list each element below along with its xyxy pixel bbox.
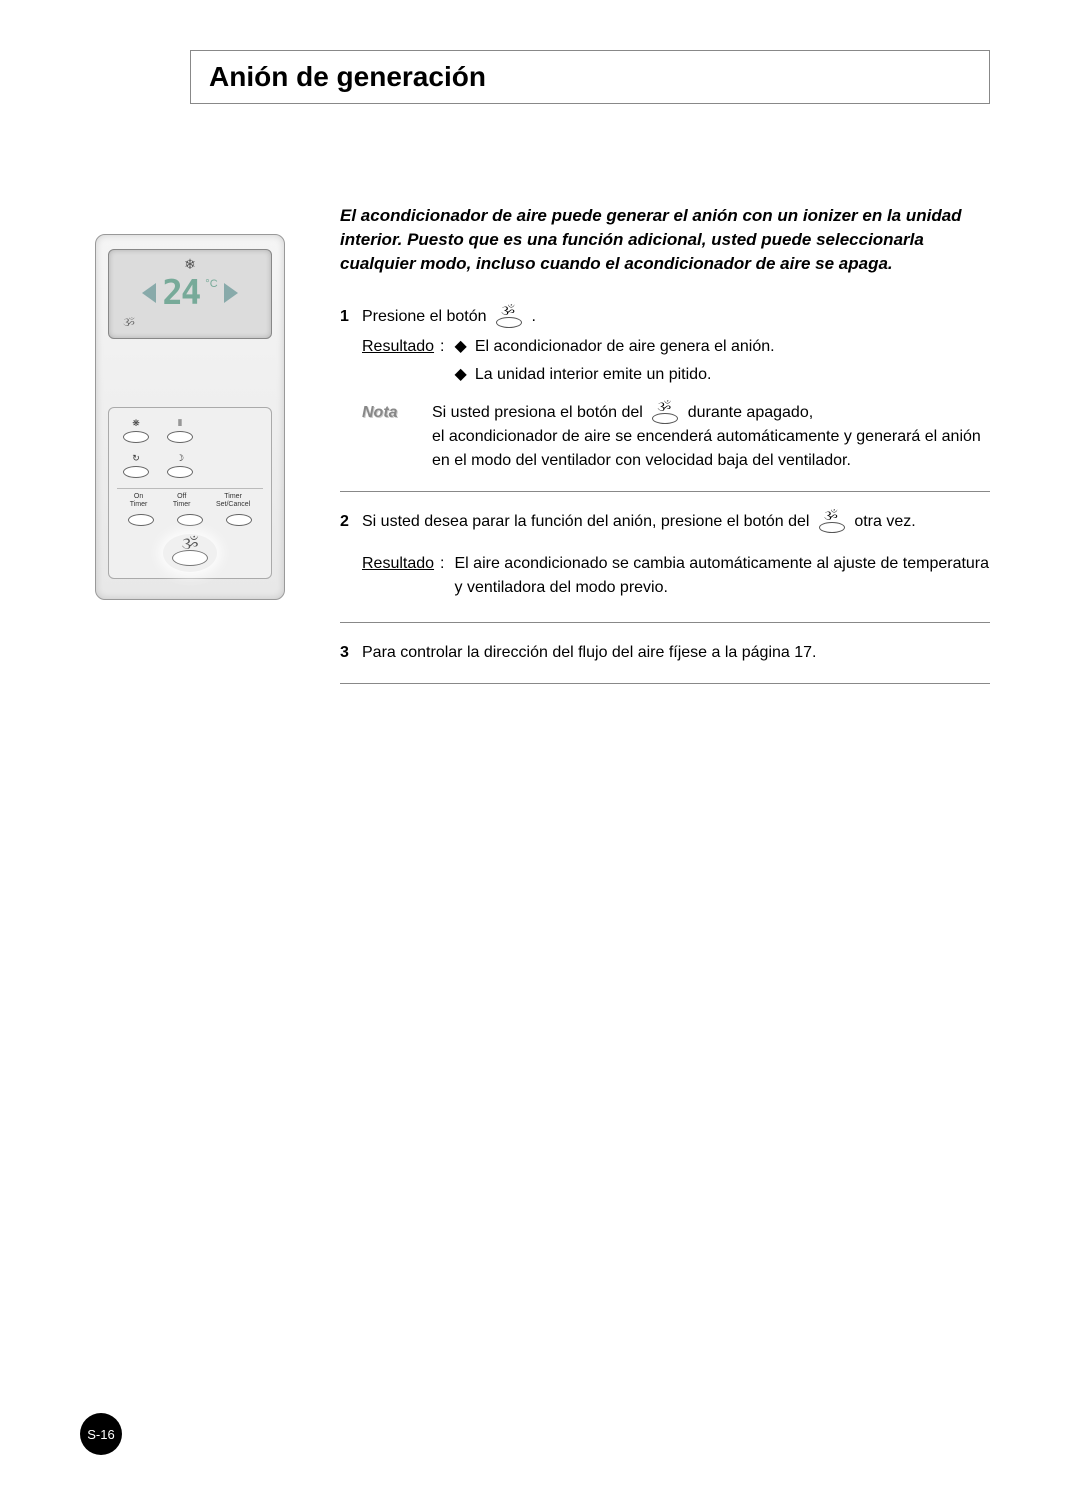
divider	[340, 683, 990, 684]
temp-row: 24 °C	[109, 276, 271, 310]
remote-buttons-panel: ❋ ⦀ ↻ ☽	[108, 407, 272, 579]
step-2: 2 Si usted desea parar la función del an…	[340, 510, 990, 604]
swing-icon: ↻	[132, 453, 140, 463]
text-column: El acondicionador de aire puede generar …	[310, 204, 990, 702]
diamond-icon: ◆	[455, 363, 467, 387]
remote-display: ❄ 24 °C ૐ	[108, 249, 272, 339]
mode-button: ⦀	[167, 418, 193, 443]
on-timer-button	[128, 514, 154, 526]
timer-labels: On Timer Off Timer Timer Set/Cancel	[117, 488, 263, 508]
step-number: 1	[340, 305, 362, 473]
fan-icon: ❋	[132, 418, 140, 428]
arrow-left-icon	[142, 283, 156, 303]
step-1: 1 Presione el botón ૐ . Resultado: ◆	[340, 305, 990, 473]
step2-text-a: Si usted desea parar la función del anió…	[362, 513, 809, 530]
remote-illustration-column: ❄ 24 °C ૐ ❋	[80, 204, 310, 702]
anion-button-icon: ૐ	[650, 402, 680, 424]
step1-text-b: .	[531, 308, 535, 325]
step3-text: Para controlar la dirección del flujo de…	[362, 644, 817, 661]
nota-label: Nota	[362, 401, 432, 473]
anion-button-icon: ૐ	[817, 511, 847, 533]
remote-control: ❄ 24 °C ૐ ❋	[95, 234, 285, 600]
nota-text-c: el acondicionador de aire se encenderá a…	[432, 425, 990, 473]
step-3: 3 Para controlar la dirección del flujo …	[340, 641, 990, 665]
timer-set-button	[226, 514, 252, 526]
title-bar: Anión de generación	[190, 50, 990, 104]
result-1-2: La unidad interior emite un pitido.	[475, 363, 712, 387]
step-number: 3	[340, 641, 362, 665]
swing-button: ↻	[123, 453, 149, 478]
anion-small-icon: ૐ	[123, 317, 135, 330]
arrow-right-icon	[224, 283, 238, 303]
step-number: 2	[340, 510, 362, 604]
sleep-icon: ☽	[176, 453, 184, 463]
content-area: ❄ 24 °C ૐ ❋	[80, 204, 990, 702]
nota-text-b: durante apagado,	[688, 404, 813, 421]
temp-digits: 24	[162, 276, 199, 310]
anion-button-icon: ૐ	[494, 306, 524, 328]
result-1-1: El acondicionador de aire genera el anió…	[475, 335, 775, 359]
result-2-1: El aire acondicionado se cambia automáti…	[455, 555, 990, 596]
fan-button: ❋	[123, 418, 149, 443]
step1-text-a: Presione el botón	[362, 308, 487, 325]
divider	[340, 622, 990, 623]
diamond-icon: ◆	[455, 335, 467, 359]
off-timer-button	[177, 514, 203, 526]
step2-text-b: otra vez.	[854, 513, 915, 530]
intro-paragraph: El acondicionador de aire puede generar …	[340, 204, 990, 275]
nota-text-a: Si usted presiona el botón del	[432, 404, 643, 421]
divider	[340, 491, 990, 492]
sleep-button: ☽	[167, 453, 193, 478]
page-title: Anión de generación	[209, 61, 971, 93]
temp-unit: °C	[205, 278, 217, 290]
page-number-badge: S-16	[80, 1413, 122, 1455]
snowflake-icon: ❄	[184, 256, 196, 273]
mode-icon: ⦀	[178, 418, 182, 428]
anion-button-large: ૐ	[117, 536, 263, 566]
